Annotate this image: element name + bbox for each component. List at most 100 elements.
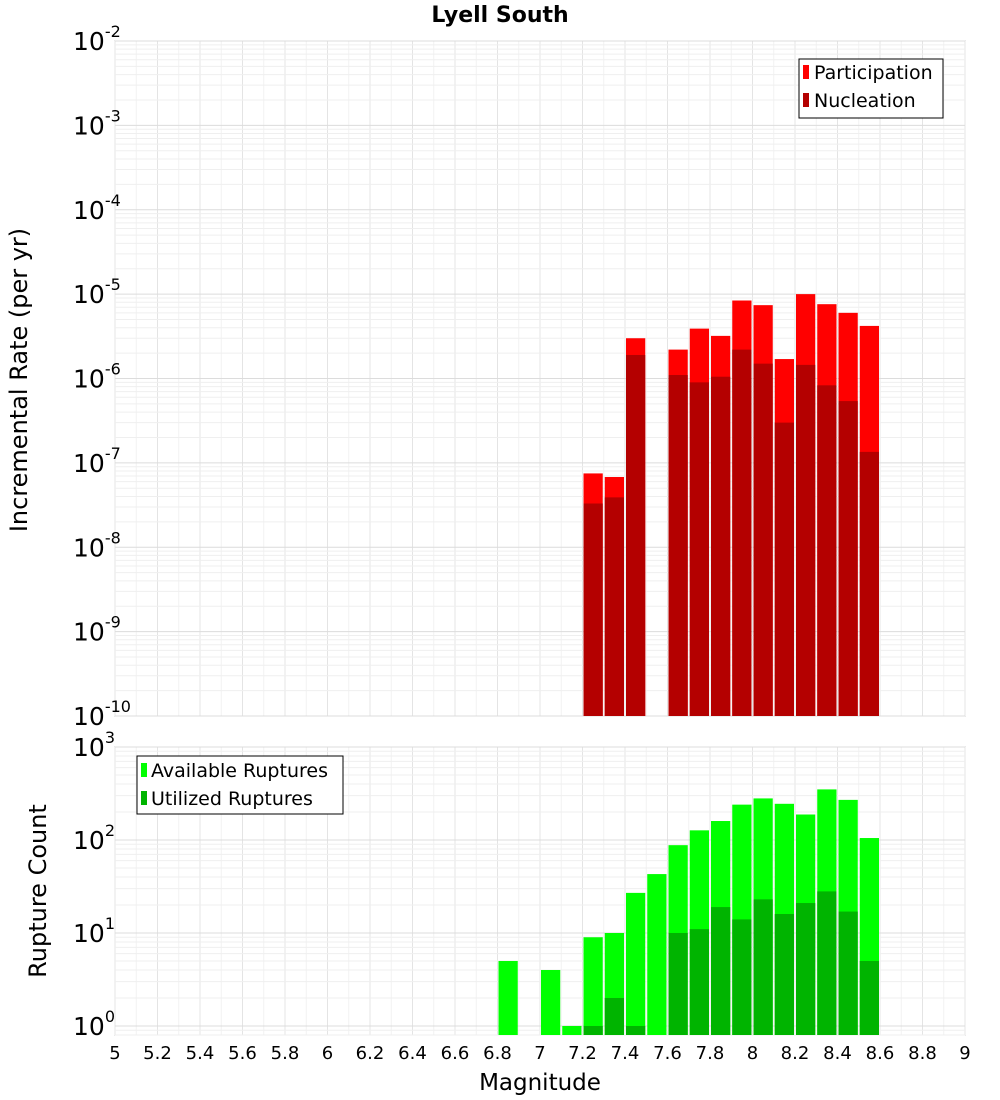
svg-text:10-7: 10-7 <box>73 444 121 478</box>
count-bar-utilized-ruptures <box>583 1025 603 1035</box>
count-bar-utilized-ruptures <box>689 929 709 1035</box>
count-y-tick-label: 102 <box>73 821 115 855</box>
count-bar-utilized-ruptures <box>732 919 752 1035</box>
rate-y-tick-label: 10-7 <box>73 444 121 478</box>
rate-bar-nucleation <box>583 503 603 716</box>
count-bar-available-ruptures <box>626 892 646 1035</box>
count-bar-utilized-ruptures <box>753 899 773 1035</box>
x-tick-label: 5.4 <box>186 1043 215 1064</box>
rate-bar-nucleation <box>711 376 731 716</box>
chart-title: Lyell South <box>431 3 568 28</box>
legend-label-nucleation: Nucleation <box>814 90 916 112</box>
count-bar-utilized-ruptures <box>604 997 624 1035</box>
rate-bar-nucleation <box>753 363 773 716</box>
rate-chart-panel: 10-10 10-9 10-8 10-7 10-6 10-5 10-4 10-3 10-2 In… <box>5 22 966 731</box>
svg-text:10-10: 10-10 <box>73 697 131 731</box>
count-bar-utilized-ruptures <box>774 914 794 1035</box>
count-bar-available-ruptures <box>583 937 603 1035</box>
svg-text:10-2: 10-2 <box>73 22 121 56</box>
legend-label-participation: Participation <box>814 62 933 84</box>
count-bar-utilized-ruptures <box>817 891 837 1035</box>
count-bar-utilized-ruptures <box>711 907 731 1035</box>
rate-y-axis-label: Incremental Rate (per yr) <box>5 228 33 532</box>
rate-y-tick-label: 10-3 <box>73 106 121 140</box>
count-bar-utilized-ruptures <box>626 1025 646 1035</box>
svg-text:10-8: 10-8 <box>73 528 121 562</box>
svg-text:10-6: 10-6 <box>73 360 121 394</box>
rate-y-ticks: 10-10 10-9 10-8 10-7 10-6 10-5 10-4 10-3 10-2 <box>73 22 131 731</box>
rate-grid <box>114 40 966 717</box>
svg-text:10-3: 10-3 <box>73 106 121 140</box>
rate-bar-nucleation <box>774 422 794 716</box>
x-tick-label: 8.4 <box>823 1043 852 1064</box>
count-bar-available-ruptures <box>498 960 518 1035</box>
count-bar-utilized-ruptures <box>796 903 816 1035</box>
rate-legend: Participation Nucleation <box>798 58 944 119</box>
x-tick-label: 8.8 <box>908 1043 937 1064</box>
legend-swatch-utilized <box>141 791 147 805</box>
x-tick-label: 8.6 <box>866 1043 895 1064</box>
rate-y-tick-label: 10-4 <box>73 191 121 225</box>
rate-bar-nucleation <box>796 364 816 716</box>
svg-text:100: 100 <box>73 1007 115 1041</box>
rate-bar-nucleation <box>859 451 879 716</box>
legend-label-available: Available Ruptures <box>151 760 328 782</box>
count-legend: Available Ruptures Utilized Ruptures <box>136 755 344 815</box>
count-chart-panel: 100 101 102 103 5 5.2 5.4 5.6 5.8 6 6.2 6.4 6.6 6.8 7… <box>24 728 971 1096</box>
x-tick-label: 6.6 <box>441 1043 470 1064</box>
legend-swatch-participation <box>803 65 809 79</box>
rate-bar-nucleation <box>838 401 858 716</box>
x-tick-label: 6.8 <box>483 1043 512 1064</box>
rate-y-tick-label: 10-10 <box>73 697 131 731</box>
count-bar-available-ruptures <box>541 969 561 1035</box>
x-tick-label: 8 <box>747 1043 758 1064</box>
count-y-ticks: 100 101 102 103 <box>73 728 115 1041</box>
count-bar-utilized-ruptures <box>668 932 688 1035</box>
count-x-ticks: 5 5.2 5.4 5.6 5.8 6 6.2 6.4 6.6 6.8 7 7.2 7.4 7.6 7.8 8… <box>109 1043 970 1064</box>
x-tick-label: 5.6 <box>228 1043 257 1064</box>
x-tick-label: 5.8 <box>271 1043 300 1064</box>
svg-text:10-5: 10-5 <box>73 275 121 309</box>
legend-label-utilized: Utilized Ruptures <box>151 788 313 810</box>
svg-text:101: 101 <box>73 914 115 948</box>
legend-swatch-nucleation <box>803 93 809 107</box>
rate-y-tick-label: 10-2 <box>73 22 121 56</box>
count-y-tick-label: 101 <box>73 914 115 948</box>
count-bars <box>498 789 879 1035</box>
count-y-tick-label: 100 <box>73 1007 115 1041</box>
x-tick-label: 7.4 <box>611 1043 640 1064</box>
x-tick-label: 7.2 <box>568 1043 597 1064</box>
rate-y-tick-label: 10-5 <box>73 275 121 309</box>
x-tick-label: 6.2 <box>356 1043 385 1064</box>
count-bar-available-ruptures <box>647 874 667 1035</box>
x-tick-label: 9 <box>959 1043 970 1064</box>
rate-bar-nucleation <box>732 349 752 716</box>
svg-text:10-9: 10-9 <box>73 613 121 647</box>
x-tick-label: 7 <box>534 1043 545 1064</box>
rate-bar-nucleation <box>817 385 837 716</box>
rate-bars <box>583 294 879 716</box>
x-tick-label: 7.8 <box>696 1043 725 1064</box>
x-tick-label: 6 <box>322 1043 333 1064</box>
x-tick-label: 7.6 <box>653 1043 682 1064</box>
x-axis-label: Magnitude <box>479 1070 601 1096</box>
rate-bar-nucleation <box>668 375 688 716</box>
count-y-axis-label: Rupture Count <box>24 804 52 978</box>
rate-bar-nucleation <box>626 354 646 716</box>
x-tick-label: 8.2 <box>781 1043 810 1064</box>
svg-text:102: 102 <box>73 821 115 855</box>
rate-y-tick-label: 10-8 <box>73 528 121 562</box>
count-y-tick-label: 103 <box>73 728 115 762</box>
rate-bar-nucleation <box>689 382 709 716</box>
count-bar-utilized-ruptures <box>838 911 858 1035</box>
svg-text:103: 103 <box>73 728 115 762</box>
x-tick-label: 5.2 <box>143 1043 172 1064</box>
x-tick-label: 6.4 <box>398 1043 427 1064</box>
rate-y-tick-label: 10-9 <box>73 613 121 647</box>
legend-swatch-available <box>141 763 147 777</box>
rate-y-tick-label: 10-6 <box>73 360 121 394</box>
svg-text:10-4: 10-4 <box>73 191 121 225</box>
rate-bar-nucleation <box>604 497 624 716</box>
count-bar-available-ruptures <box>562 1025 582 1035</box>
